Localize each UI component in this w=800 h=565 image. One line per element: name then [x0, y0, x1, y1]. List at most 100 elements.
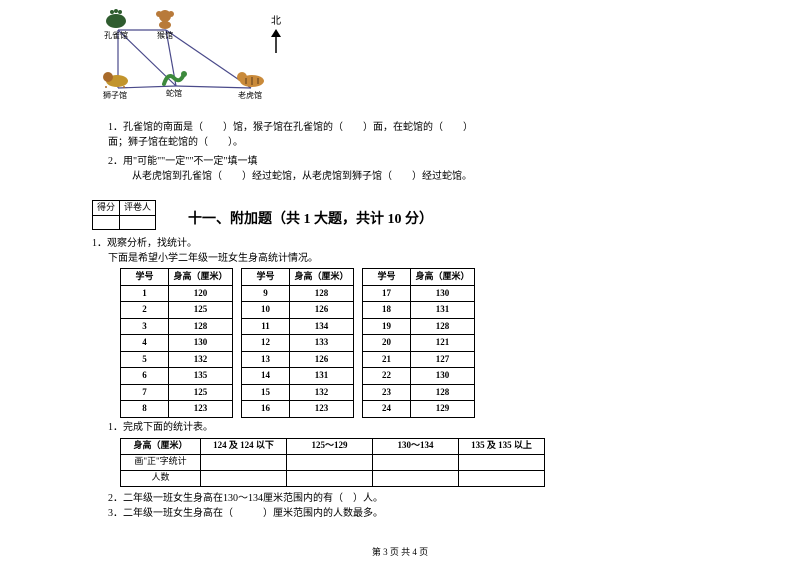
height-tables: 学号身高（厘米） 1120212531284130513261357125812…	[120, 268, 708, 418]
table-row: 12133	[242, 335, 354, 352]
th-id: 学号	[121, 269, 169, 286]
monkey-icon	[152, 8, 178, 30]
sub1: 1．完成下面的统计表。	[108, 420, 708, 435]
cell-id: 2	[121, 302, 169, 319]
stat-range-2: 130～134	[373, 438, 459, 454]
score-section: 得分 评卷人 十一、附加题（共 1 大题，共计 10 分）	[92, 200, 708, 230]
stat-cell	[373, 470, 459, 486]
stat-range-1: 125～129	[287, 438, 373, 454]
cell-id: 20	[363, 335, 411, 352]
table-row: 20121	[363, 335, 475, 352]
table-row: 16123	[242, 401, 354, 418]
table-row: 23128	[363, 384, 475, 401]
table-row: 2125	[121, 302, 233, 319]
zoo-map-diagram: 孔雀馆 猴馆 狮子馆 蛇馆 老虎馆	[96, 8, 306, 116]
cell-id: 4	[121, 335, 169, 352]
cell-id: 16	[242, 401, 290, 418]
table-row: 22130	[363, 368, 475, 385]
q2-num: 2．	[108, 156, 123, 167]
cell-id: 9	[242, 285, 290, 302]
snake-label: 蛇馆	[166, 88, 182, 100]
q2-text1: 用"可能""一定""不一定"填一填	[123, 156, 258, 167]
cell-height: 132	[290, 384, 354, 401]
table-row: 15132	[242, 384, 354, 401]
table-row: 7125	[121, 384, 233, 401]
stat-r0c0: 身高（厘米）	[121, 438, 201, 454]
stat-r1c0: 画"正"字统计	[121, 454, 201, 470]
cell-height: 128	[290, 285, 354, 302]
problem-header: 1．观察分析，找统计。	[92, 236, 708, 251]
cell-id: 15	[242, 384, 290, 401]
table-row: 8123	[121, 401, 233, 418]
sub3: 3．二年级一班女生身高在（ ）厘米范围内的人数最多。	[108, 506, 708, 521]
cell-id: 22	[363, 368, 411, 385]
cell-id: 3	[121, 318, 169, 335]
height-table-2: 学号身高（厘米） 9128101261113412133131261413115…	[241, 268, 354, 418]
cell-id: 19	[363, 318, 411, 335]
node-peacock: 孔雀馆	[102, 8, 130, 42]
cell-id: 13	[242, 351, 290, 368]
cell-id: 10	[242, 302, 290, 319]
stat-cell	[373, 454, 459, 470]
th-h: 身高（厘米）	[290, 269, 354, 286]
stat-table: 身高（厘米） 124 及 124 以下 125～129 130～134 135 …	[120, 438, 545, 487]
monkey-label: 猴馆	[157, 30, 173, 42]
lion-icon	[100, 68, 130, 90]
stat-cell	[201, 470, 287, 486]
cell-height: 130	[169, 335, 233, 352]
table-row: 21127	[363, 351, 475, 368]
cell-height: 134	[290, 318, 354, 335]
table-row: 19128	[363, 318, 475, 335]
cell-height: 130	[411, 285, 475, 302]
table-row: 17130	[363, 285, 475, 302]
th-h: 身高（厘米）	[169, 269, 233, 286]
cell-height: 125	[169, 384, 233, 401]
table-row: 11134	[242, 318, 354, 335]
north-indicator: 北	[268, 14, 284, 55]
th-id: 学号	[242, 269, 290, 286]
lion-label: 狮子馆	[103, 90, 127, 102]
table-row: 13126	[242, 351, 354, 368]
cell-height: 127	[411, 351, 475, 368]
table-row: 4130	[121, 335, 233, 352]
cell-height: 128	[169, 318, 233, 335]
sub2: 2．二年级一班女生身高在130～134厘米范围内的有（ ）人。	[108, 491, 708, 506]
cell-height: 123	[169, 401, 233, 418]
q1-text1: 孔雀馆的南面是（ ）馆，猴子馆在孔雀馆的（ ）面，在蛇馆的（ ）	[123, 122, 473, 133]
table-row: 10126	[242, 302, 354, 319]
cell-height: 121	[411, 335, 475, 352]
peacock-label: 孔雀馆	[104, 30, 128, 42]
cell-height: 128	[411, 384, 475, 401]
cell-id: 11	[242, 318, 290, 335]
cell-id: 12	[242, 335, 290, 352]
node-snake: 蛇馆	[160, 66, 188, 100]
stat-cell	[201, 454, 287, 470]
cell-height: 123	[290, 401, 354, 418]
stat-range-3: 135 及 135 以上	[459, 438, 545, 454]
question-2: 2．用"可能""一定""不一定"填一填 从老虎馆到孔雀馆（ ）经过蛇馆，从老虎馆…	[108, 154, 708, 184]
cell-id: 14	[242, 368, 290, 385]
cell-height: 133	[290, 335, 354, 352]
score-blank-r	[120, 215, 156, 230]
table-row: 5132	[121, 351, 233, 368]
q2-text2: 从老虎馆到孔雀馆（ ）经过蛇馆，从老虎馆到狮子馆（ ）经过蛇馆。	[132, 169, 472, 184]
cell-id: 7	[121, 384, 169, 401]
cell-id: 8	[121, 401, 169, 418]
cell-height: 135	[169, 368, 233, 385]
stat-range-0: 124 及 124 以下	[201, 438, 287, 454]
score-left: 得分	[93, 201, 120, 216]
table-row: 24129	[363, 401, 475, 418]
height-table-3: 学号身高（厘米） 1713018131191282012121127221302…	[362, 268, 475, 418]
cell-height: 132	[169, 351, 233, 368]
page-footer: 第 3 页 共 4 页	[0, 546, 800, 560]
cell-id: 21	[363, 351, 411, 368]
cell-height: 126	[290, 302, 354, 319]
cell-height: 130	[411, 368, 475, 385]
table-row: 9128	[242, 285, 354, 302]
cell-height: 126	[290, 351, 354, 368]
section-title: 十一、附加题（共 1 大题，共计 10 分）	[188, 209, 433, 230]
table-row: 3128	[121, 318, 233, 335]
cell-id: 24	[363, 401, 411, 418]
peacock-icon	[102, 8, 130, 30]
q1-num: 1．	[108, 122, 123, 133]
